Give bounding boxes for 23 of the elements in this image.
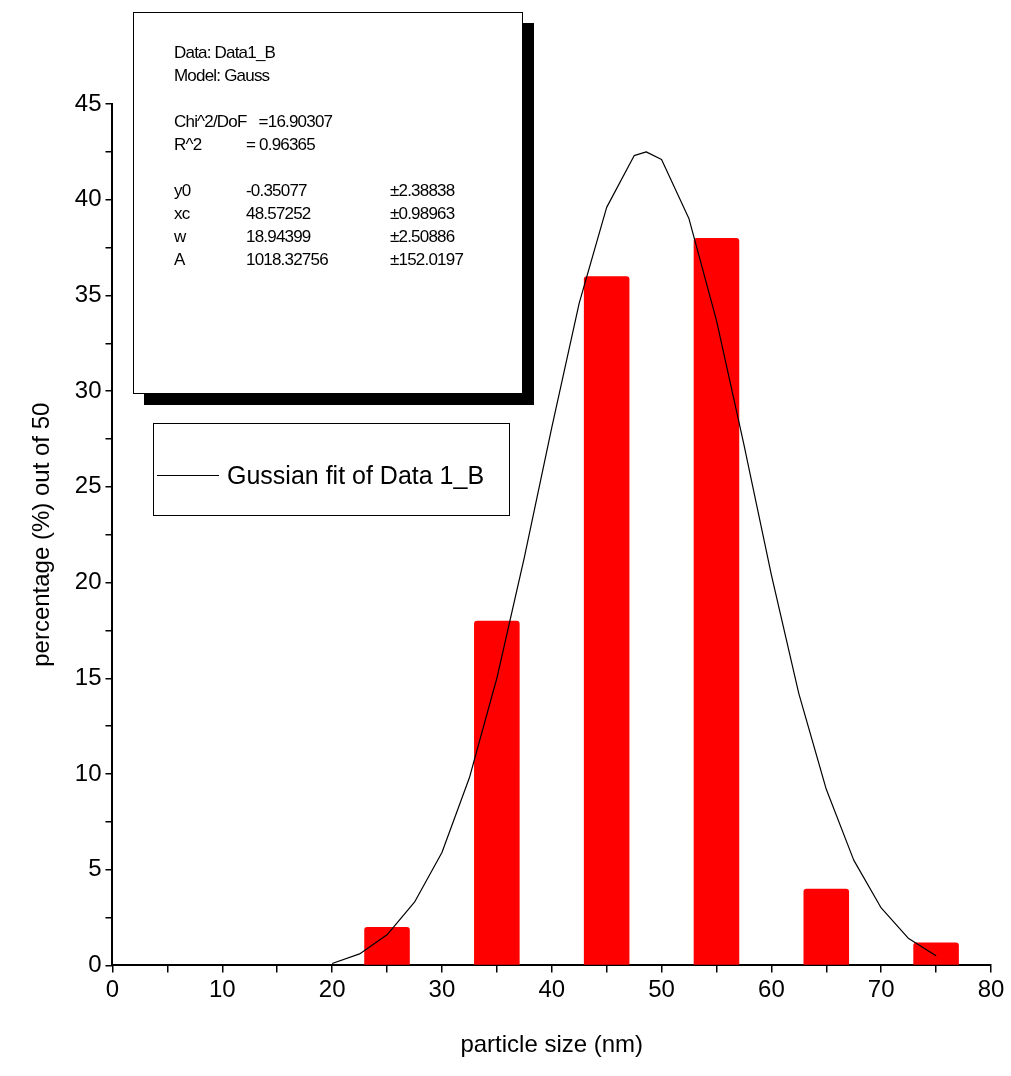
- x-tick-label: 20: [318, 975, 346, 1003]
- y-tick-label: 25: [74, 471, 102, 499]
- y-tick-label: 10: [74, 758, 102, 786]
- x-tick-label: 50: [648, 975, 675, 1003]
- x-tick-label: 10: [208, 975, 236, 1003]
- y-tick-label: 30: [74, 375, 102, 403]
- x-tick-label: 30: [428, 975, 456, 1003]
- y-tick-label: 35: [74, 280, 102, 308]
- y-tick-label: 0: [88, 950, 102, 978]
- y-tick-label: 5: [88, 854, 102, 882]
- y-axis-title: percentage (%) out of 50: [27, 402, 55, 667]
- x-tick-label: 70: [867, 975, 895, 1003]
- x-axis-title: particle size (nm): [460, 1030, 644, 1058]
- y-tick-label: 40: [74, 184, 102, 212]
- legend-label: Gussian fit of Data 1_B: [227, 461, 485, 490]
- x-tick-label: 0: [105, 975, 120, 1003]
- y-tick-label: 15: [74, 662, 102, 690]
- y-tick-label: 20: [74, 567, 102, 595]
- y-tick-label: 45: [74, 88, 102, 116]
- x-tick-label: 80: [977, 975, 1005, 1003]
- annotation: Chi^2/DoF =16.90307: [174, 112, 334, 133]
- x-tick-label: 40: [538, 975, 566, 1003]
- x-tick-label: 60: [758, 975, 785, 1003]
